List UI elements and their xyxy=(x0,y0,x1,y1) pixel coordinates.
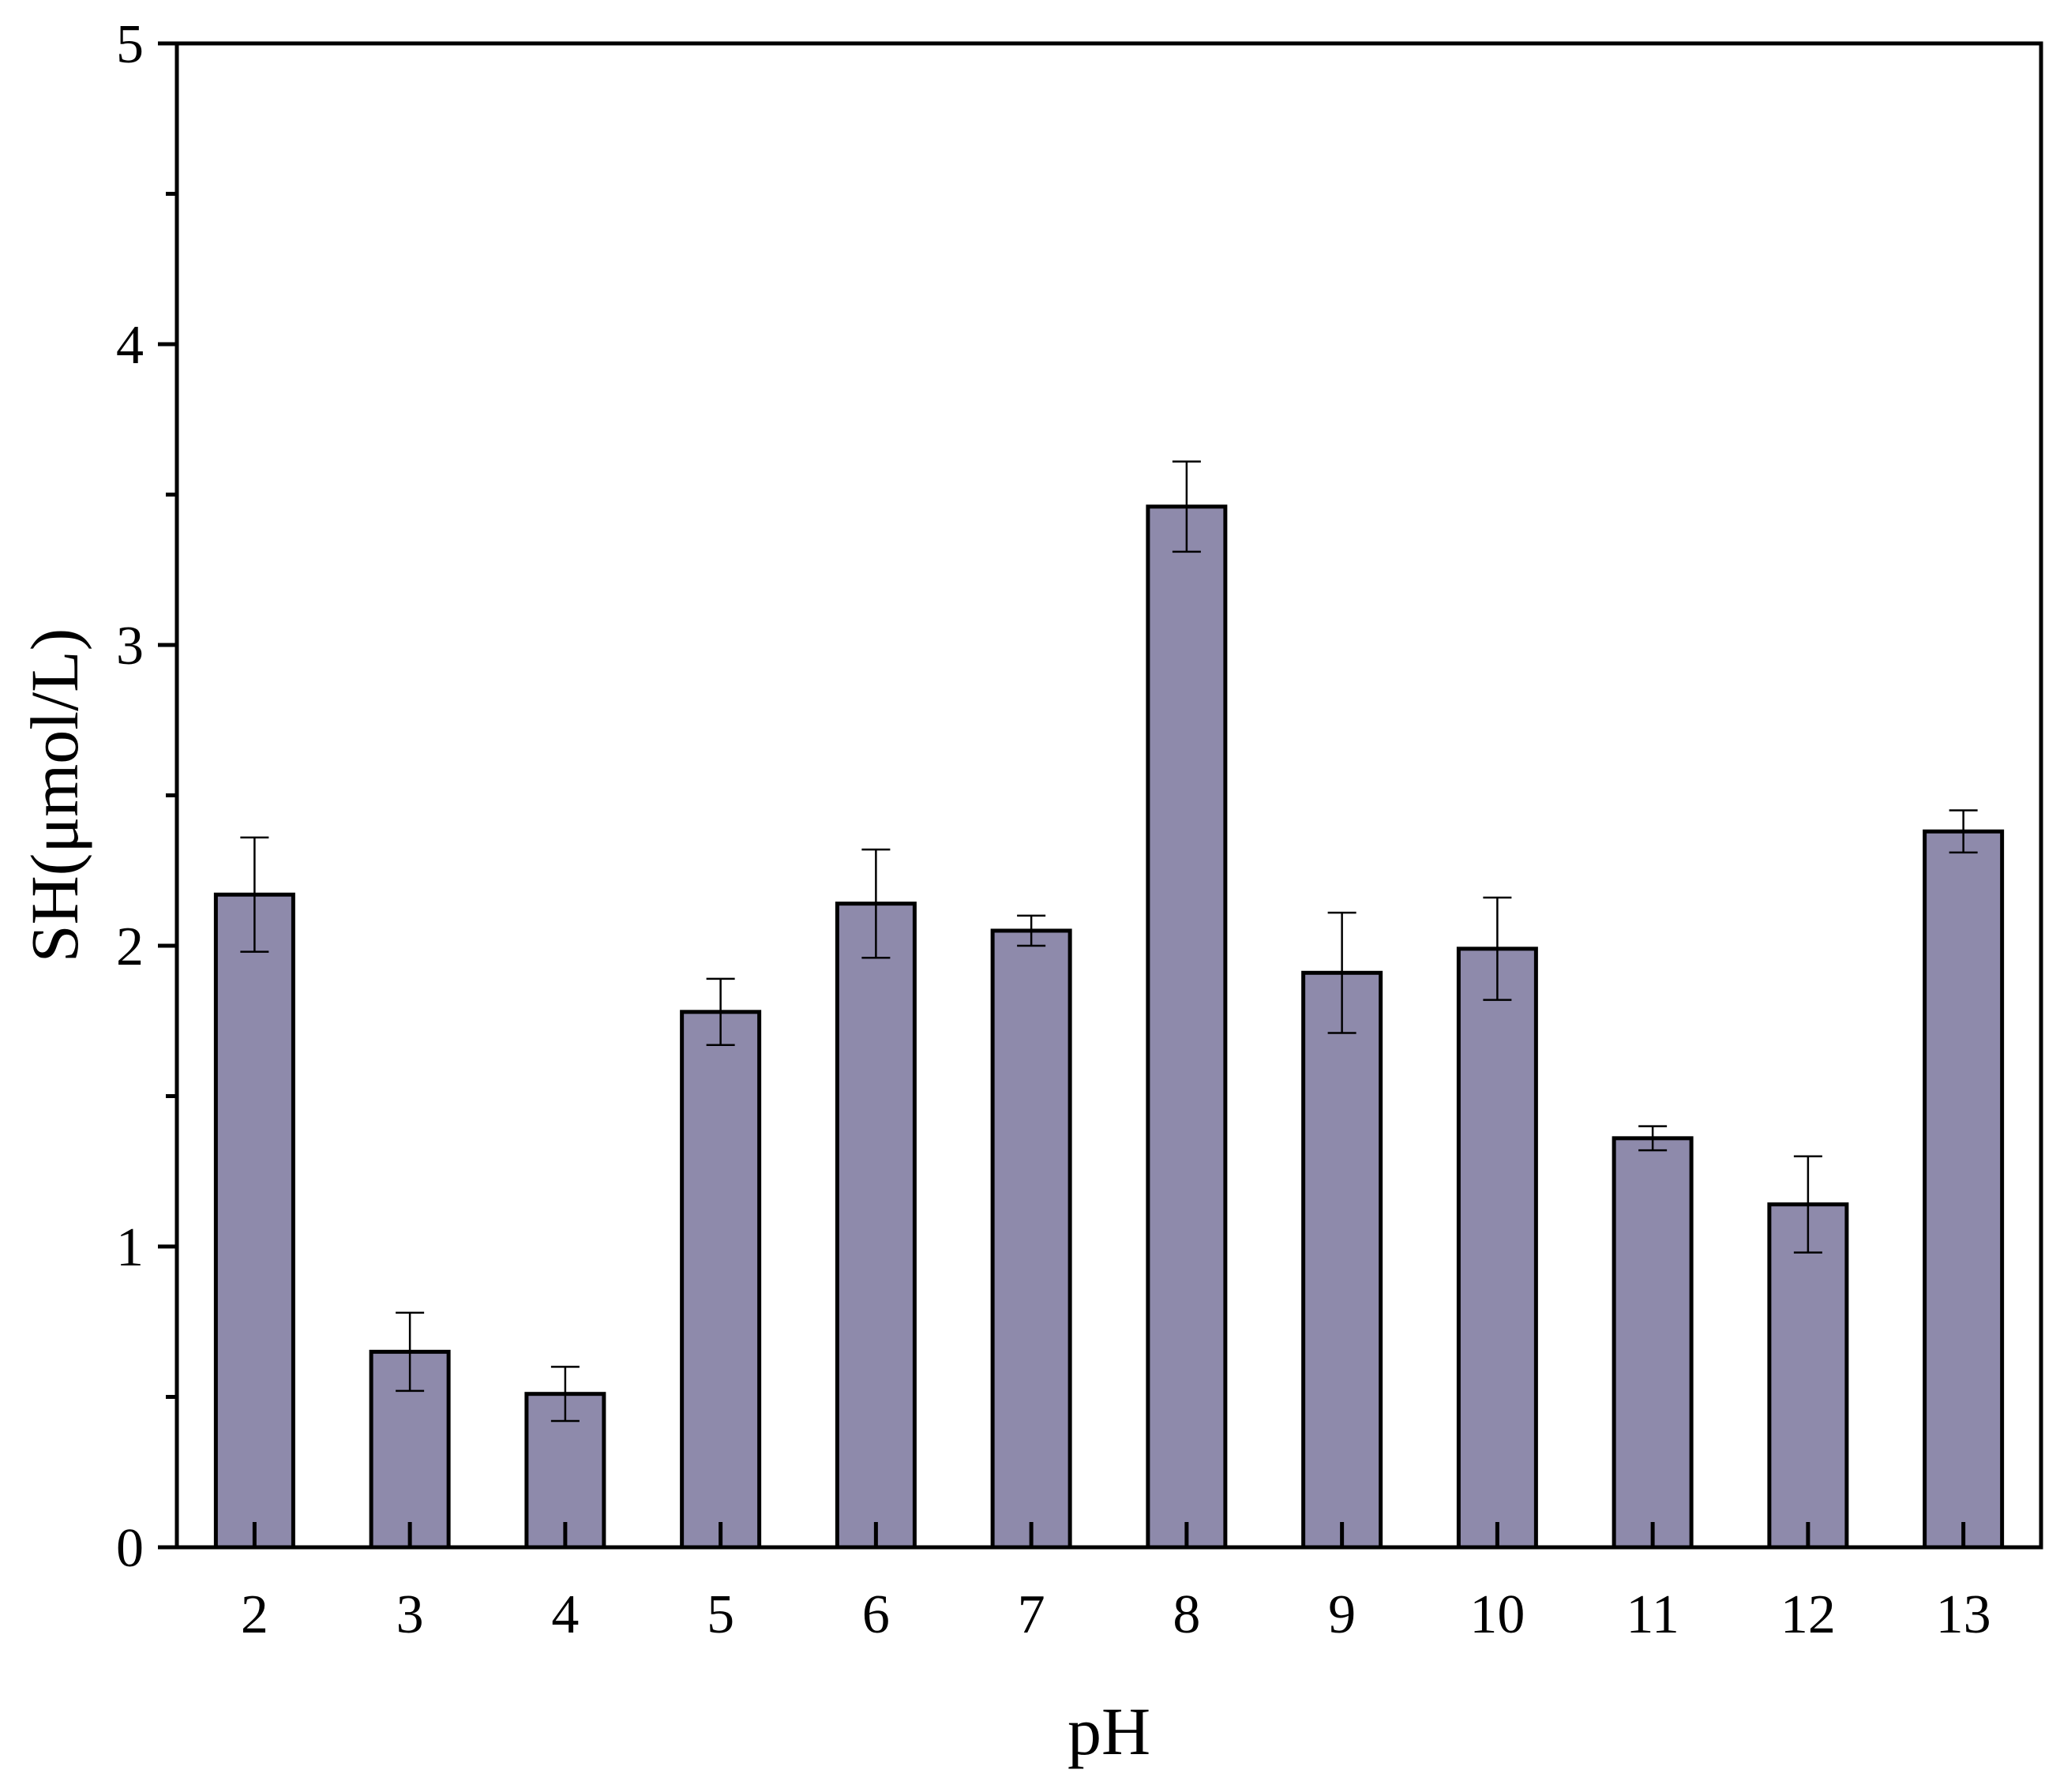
error-bar-ph-8 xyxy=(1172,460,1201,553)
x-tick-label-12: 12 xyxy=(1780,1584,1836,1645)
error-bar-ph-2 xyxy=(240,836,269,953)
x-axis-title: pH xyxy=(1068,1693,1150,1769)
error-bar-ph-9 xyxy=(1327,911,1356,1034)
x-tick-label-2: 2 xyxy=(241,1584,268,1645)
x-tick-label-10: 10 xyxy=(1469,1584,1525,1645)
bar-ph-9 xyxy=(1301,970,1383,1550)
bar-ph-12 xyxy=(1767,1202,1849,1550)
bar-ph-6 xyxy=(835,902,917,1550)
error-bar-ph-7 xyxy=(1017,914,1046,947)
error-bar-ph-12 xyxy=(1793,1155,1822,1254)
ticks-layer xyxy=(158,41,1966,1550)
bar-ph-7 xyxy=(990,928,1072,1550)
error-bar-ph-6 xyxy=(861,848,891,959)
y-tick-label-4: 4 xyxy=(116,315,144,376)
bar-ph-11 xyxy=(1612,1136,1694,1550)
y-tick-label-0: 0 xyxy=(116,1518,144,1579)
x-tick-label-6: 6 xyxy=(862,1584,890,1645)
y-tick-label-5: 5 xyxy=(116,14,144,75)
error-bar-ph-10 xyxy=(1483,896,1512,1001)
error-bar-ph-3 xyxy=(396,1311,425,1393)
bar-ph-8 xyxy=(1146,504,1228,1550)
bar-ph-2 xyxy=(213,892,295,1550)
plot-frame xyxy=(174,41,2043,1550)
error-bar-ph-5 xyxy=(706,977,735,1046)
error-bar-ph-13 xyxy=(1949,809,1978,854)
x-tick-label-13: 13 xyxy=(1936,1584,1991,1645)
y-tick-label-1: 1 xyxy=(116,1217,144,1278)
x-tick-label-3: 3 xyxy=(396,1584,424,1645)
bar-ph-10 xyxy=(1456,947,1538,1550)
y-axis-title: SH(μmol/L) xyxy=(17,628,92,963)
bar-ph-13 xyxy=(1923,829,2005,1550)
bar-ph-5 xyxy=(680,1010,762,1550)
x-tick-label-8: 8 xyxy=(1173,1584,1200,1645)
error-bar-ph-4 xyxy=(550,1366,580,1423)
x-tick-label-9: 9 xyxy=(1328,1584,1356,1645)
x-tick-label-7: 7 xyxy=(1018,1584,1045,1645)
x-tick-label-5: 5 xyxy=(707,1584,734,1645)
y-tick-label-3: 3 xyxy=(116,616,144,677)
x-tick-label-4: 4 xyxy=(551,1584,579,1645)
x-tick-label-11: 11 xyxy=(1626,1584,1679,1645)
y-tick-label-2: 2 xyxy=(116,917,144,977)
error-bars-layer xyxy=(240,460,1978,1423)
bars-layer xyxy=(213,504,2005,1550)
error-bar-ph-11 xyxy=(1638,1125,1668,1152)
